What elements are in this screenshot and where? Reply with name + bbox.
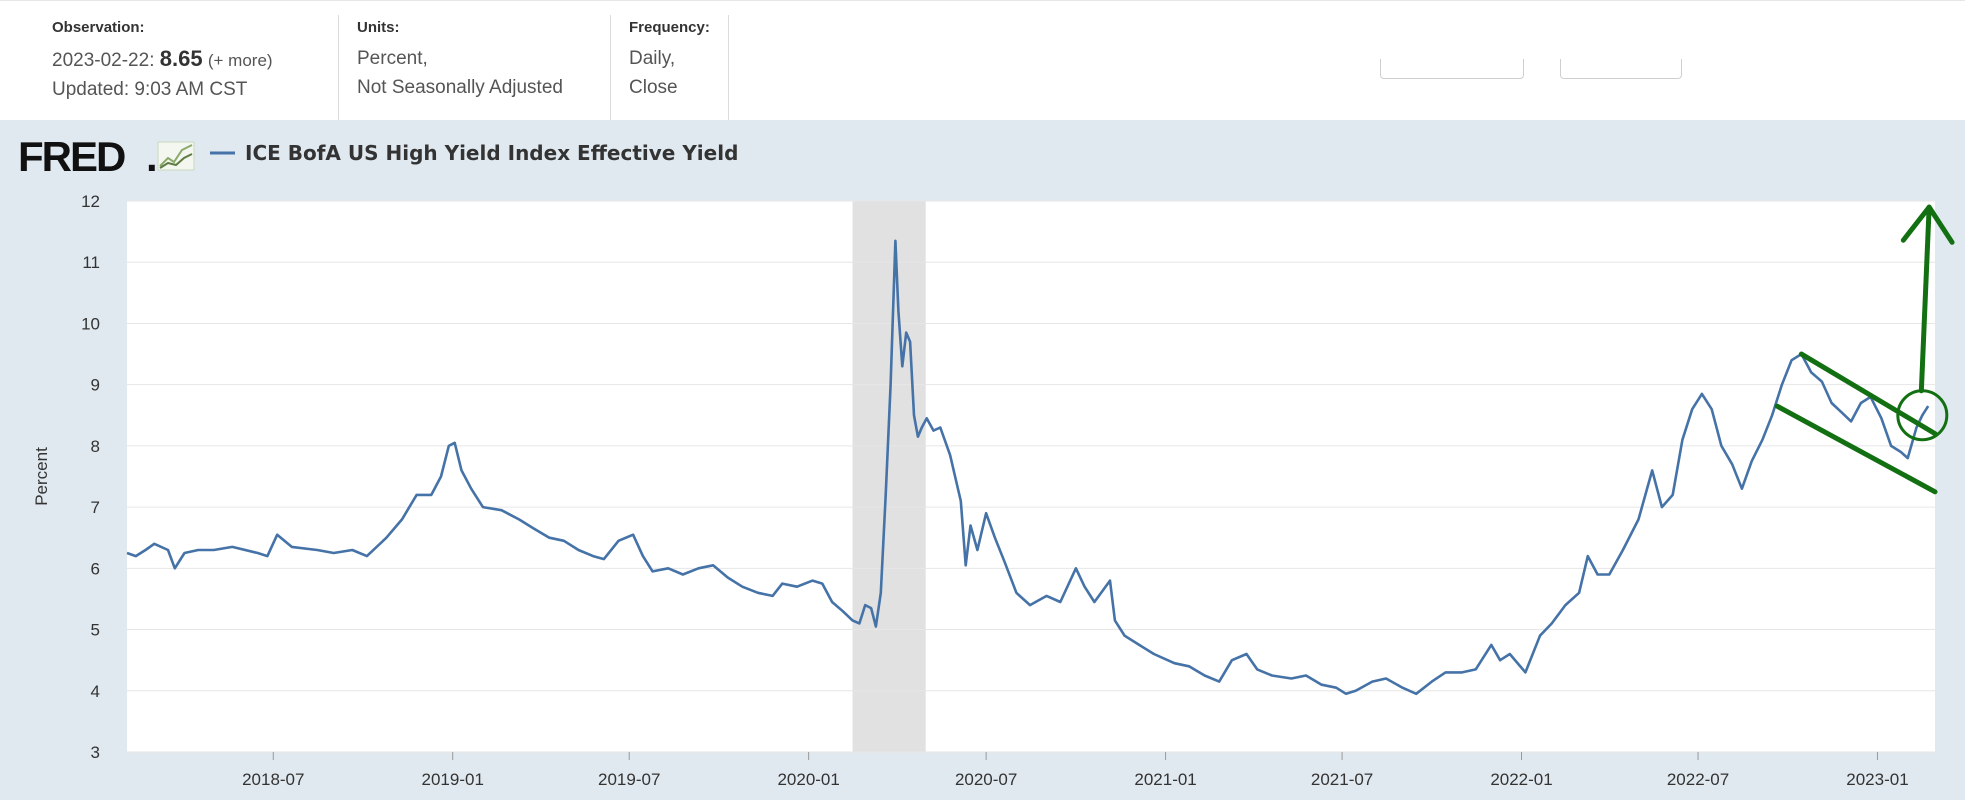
frequency-line-2: Close: [629, 77, 678, 98]
units-label: Units:: [357, 19, 400, 36]
channel-lower-line: [1774, 403, 1938, 495]
header-divider: [338, 15, 339, 121]
frequency-label: Frequency:: [629, 19, 710, 36]
legend-label: ICE BofA US High Yield Index Effective Y…: [245, 141, 738, 165]
observation-value: 8.65: [159, 46, 203, 71]
recession-shading: [852, 201, 926, 752]
chart-svg: FRED . ICE BofA US High Yield Index Effe…: [18, 133, 1955, 789]
y-tick-label: 11: [82, 253, 100, 272]
breakout-arrow-shaft: [1918, 204, 1932, 394]
series-line: [126, 239, 1930, 696]
breakout-arrow-head: [1900, 204, 1955, 245]
units-line-1: Percent,: [357, 48, 428, 69]
frequency-block: Frequency: Daily, Close: [629, 19, 710, 102]
chart-legend: ICE BofA US High Yield Index Effective Y…: [210, 141, 738, 165]
x-tick-label: 2021-07: [1311, 770, 1373, 789]
chart-panel: FRED . ICE BofA US High Yield Index Effe…: [0, 120, 1965, 800]
observation-block: Observation: 2023-02-22: 8.65 (+ more) U…: [52, 19, 273, 104]
grid-lines: [127, 200, 1935, 753]
y-tick-label: 9: [91, 376, 100, 395]
line-chart-icon: [157, 141, 195, 171]
y-tick-label: 12: [81, 192, 100, 211]
y-axis-label: Percent: [32, 447, 51, 506]
header-divider: [610, 15, 611, 121]
x-tick-label: 2023-01: [1846, 770, 1908, 789]
observation-more-link[interactable]: (+ more): [207, 51, 273, 70]
x-tick-label: 2019-01: [422, 770, 484, 789]
y-tick-label: 8: [91, 437, 100, 456]
x-tick-label: 2022-01: [1490, 770, 1552, 789]
observation-line: 2023-02-22: 8.65 (+ more): [52, 44, 273, 75]
y-tick-label: 4: [91, 682, 100, 701]
fred-logo-text: FRED: [18, 133, 125, 180]
x-tick-label: 2018-07: [242, 770, 304, 789]
x-tick-label: 2022-07: [1667, 770, 1729, 789]
x-tick-label: 2021-01: [1134, 770, 1196, 789]
series-header: Observation: 2023-02-22: 8.65 (+ more) U…: [0, 0, 1965, 121]
updated-text: Updated: 9:03 AM CST: [52, 79, 248, 100]
observation-date: 2023-02-22:: [52, 50, 155, 71]
y-tick-label: 7: [91, 498, 100, 517]
channel-upper-line: [1798, 351, 1938, 437]
frequency-line-1: Daily,: [629, 48, 676, 69]
units-block: Units: Percent, Not Seasonally Adjusted: [357, 19, 563, 102]
header-divider: [728, 15, 729, 121]
x-tick-label: 2019-07: [598, 770, 660, 789]
x-tick-label: 2020-01: [777, 770, 839, 789]
plot-area: [127, 201, 1935, 752]
units-line-2: Not Seasonally Adjusted: [357, 77, 563, 98]
fred-logo-dot: .: [146, 133, 156, 180]
download-button[interactable]: [1560, 59, 1682, 79]
y-tick-label: 10: [81, 314, 100, 333]
edit-graph-button[interactable]: [1380, 59, 1524, 79]
y-axis-ticks: 3 4 5 6 7 8 9 10 11 12: [81, 192, 100, 762]
x-tick-label: 2020-07: [955, 770, 1017, 789]
y-tick-label: 3: [91, 743, 100, 762]
annotations: [1774, 204, 1955, 495]
y-tick-label: 6: [91, 559, 100, 578]
x-axis-ticks: 2018-07 2019-01 2019-07 2020-01 2020-07 2021-…: [242, 752, 1909, 789]
fred-logo: FRED .: [18, 133, 195, 180]
y-tick-label: 5: [91, 621, 100, 640]
observation-label: Observation:: [52, 19, 145, 36]
